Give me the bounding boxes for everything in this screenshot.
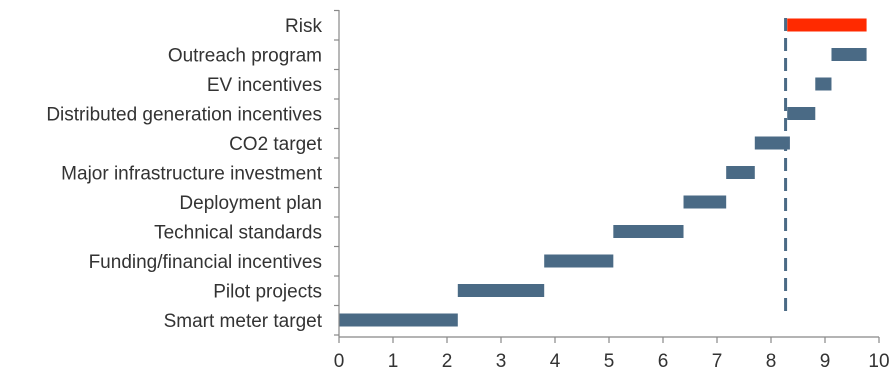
category-label: Smart meter target: [164, 311, 323, 332]
category-labels: Risk Outreach program EV incentives Distrib…: [46, 16, 322, 332]
bar-ev-incentives: [815, 77, 832, 91]
x-tick-label: 6: [658, 351, 669, 372]
bar-pilot-projects: [457, 284, 545, 297]
x-tick-label: 0: [334, 351, 345, 372]
x-tick-label: 3: [496, 351, 507, 372]
category-label: CO2 target: [229, 134, 323, 155]
bar-risk: [787, 18, 867, 32]
x-tick-label: 8: [766, 351, 777, 372]
category-label: Technical standards: [154, 223, 322, 244]
category-label: Outreach program: [168, 46, 322, 67]
x-tick-label: 10: [868, 351, 889, 372]
category-label: Deployment plan: [179, 193, 322, 214]
category-label: EV incentives: [207, 75, 322, 96]
bar-technical-standards: [613, 225, 684, 238]
category-label: Major infrastructure investment: [61, 164, 323, 185]
bar-deployment-plan: [683, 195, 727, 209]
x-tick-label: 1: [388, 351, 399, 372]
bar-outreach-program: [831, 48, 867, 61]
x-tick-label: 9: [820, 351, 831, 372]
bar-co2-target: [754, 136, 790, 150]
bar-smart-meter-target: [339, 313, 458, 327]
bar-major-infrastructure-investment: [726, 166, 755, 179]
x-tick-label: 4: [550, 351, 561, 372]
x-tick-label: 7: [712, 351, 723, 372]
bar-distributed-generation-incentives: [787, 107, 816, 120]
bar-funding-financial-incentives: [544, 254, 614, 268]
category-label: Pilot projects: [213, 282, 322, 303]
axes: 0 1 2 3 4 5 6 7 8 9 10: [334, 9, 890, 372]
category-label: Distributed generation incentives: [46, 105, 322, 126]
x-tick-label: 2: [442, 351, 453, 372]
category-label: Risk: [285, 16, 322, 37]
category-label: Funding/financial incentives: [89, 252, 322, 273]
x-tick-label: 5: [604, 351, 615, 372]
bars: [339, 18, 867, 327]
